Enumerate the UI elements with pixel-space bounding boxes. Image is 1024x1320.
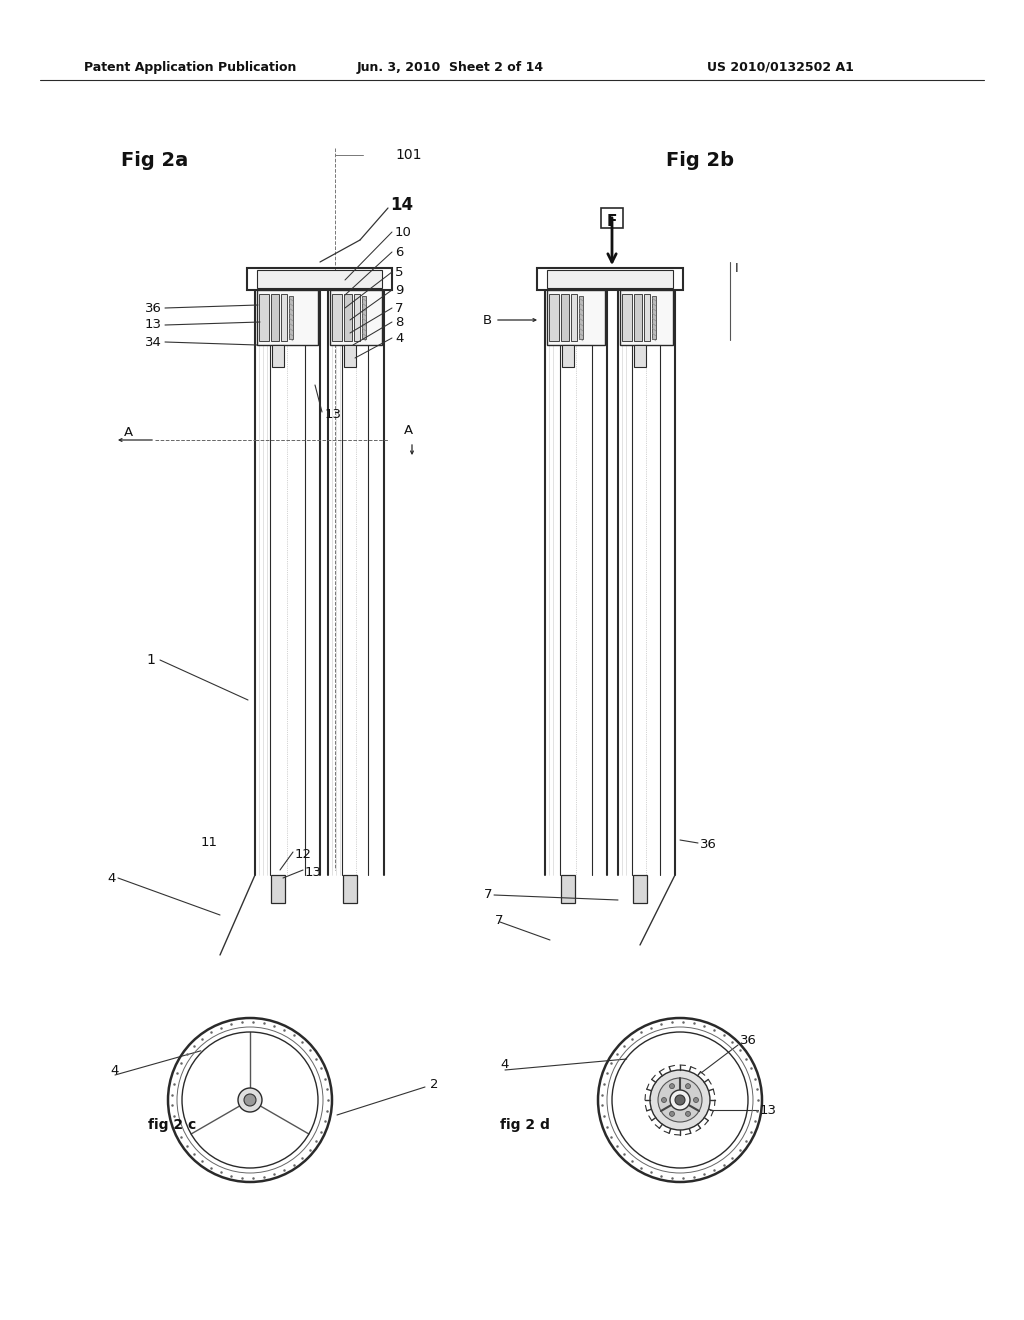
Text: 14: 14: [390, 195, 413, 214]
Text: 5: 5: [395, 265, 403, 279]
Bar: [281, 294, 287, 341]
Bar: [644, 294, 650, 341]
Bar: [622, 294, 632, 341]
Circle shape: [670, 1084, 675, 1089]
Text: 13: 13: [760, 1104, 777, 1117]
Text: US 2010/0132502 A1: US 2010/0132502 A1: [707, 61, 853, 74]
Bar: [634, 294, 642, 341]
Text: fig 2 c: fig 2 c: [148, 1118, 197, 1133]
Bar: [547, 271, 673, 288]
Circle shape: [670, 1090, 690, 1110]
Circle shape: [670, 1111, 675, 1117]
Circle shape: [658, 1078, 702, 1122]
Bar: [561, 294, 569, 341]
Text: 12: 12: [295, 849, 312, 862]
Circle shape: [662, 1097, 667, 1102]
Bar: [620, 290, 673, 345]
Bar: [633, 875, 647, 903]
Text: 4: 4: [110, 1064, 119, 1077]
Bar: [571, 294, 577, 341]
Text: 36: 36: [700, 838, 717, 851]
Circle shape: [685, 1111, 690, 1117]
Text: Fig 2b: Fig 2b: [666, 150, 734, 169]
Bar: [362, 296, 366, 339]
Text: F: F: [607, 214, 617, 230]
Text: 7: 7: [395, 301, 403, 314]
Bar: [247, 268, 392, 290]
Bar: [343, 875, 357, 903]
Text: 1: 1: [146, 653, 155, 667]
Text: 6: 6: [395, 246, 403, 259]
Text: 11: 11: [201, 836, 218, 849]
Text: 36: 36: [145, 301, 162, 314]
Text: 2: 2: [430, 1078, 438, 1092]
Bar: [634, 345, 646, 367]
Bar: [289, 296, 293, 339]
Circle shape: [675, 1096, 685, 1105]
Bar: [561, 875, 575, 903]
Text: 4: 4: [395, 331, 403, 345]
Circle shape: [685, 1084, 690, 1089]
Bar: [562, 345, 574, 367]
Bar: [257, 290, 318, 345]
Text: 4: 4: [106, 871, 116, 884]
Bar: [344, 294, 352, 341]
Text: Fig 2a: Fig 2a: [122, 150, 188, 169]
Bar: [344, 345, 356, 367]
Text: 36: 36: [740, 1034, 757, 1047]
Text: fig 2 d: fig 2 d: [500, 1118, 550, 1133]
Bar: [537, 268, 683, 290]
Bar: [272, 345, 284, 367]
Circle shape: [650, 1071, 710, 1130]
Circle shape: [244, 1094, 256, 1106]
Bar: [259, 294, 269, 341]
Text: 10: 10: [395, 226, 412, 239]
Bar: [601, 209, 623, 228]
Bar: [271, 294, 279, 341]
Bar: [652, 296, 656, 339]
Text: Jun. 3, 2010  Sheet 2 of 14: Jun. 3, 2010 Sheet 2 of 14: [356, 61, 544, 74]
Circle shape: [238, 1088, 262, 1111]
Text: 4: 4: [500, 1059, 508, 1072]
Bar: [257, 271, 382, 288]
Bar: [271, 875, 285, 903]
Bar: [332, 294, 342, 341]
Text: B: B: [483, 314, 492, 326]
Text: 8: 8: [395, 315, 403, 329]
Text: 7: 7: [495, 913, 504, 927]
Text: 13: 13: [325, 408, 342, 421]
Bar: [579, 296, 583, 339]
Text: A: A: [404, 424, 413, 437]
Text: 13: 13: [305, 866, 322, 879]
Text: 34: 34: [145, 335, 162, 348]
Text: 7: 7: [483, 888, 492, 902]
Bar: [547, 290, 605, 345]
Text: A: A: [124, 425, 132, 438]
Bar: [330, 290, 382, 345]
Text: 101: 101: [395, 148, 422, 162]
Circle shape: [693, 1097, 698, 1102]
Text: 9: 9: [395, 284, 403, 297]
Text: 13: 13: [145, 318, 162, 331]
Text: Patent Application Publication: Patent Application Publication: [84, 61, 296, 74]
Bar: [354, 294, 360, 341]
Bar: [549, 294, 559, 341]
Text: I: I: [735, 261, 738, 275]
